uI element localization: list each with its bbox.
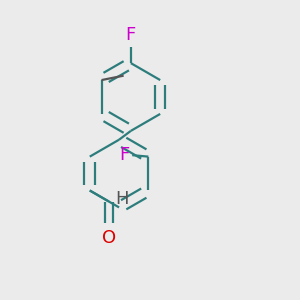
Text: O: O: [102, 229, 116, 247]
Text: F: F: [126, 26, 136, 44]
Text: H: H: [116, 190, 129, 208]
Text: F: F: [119, 146, 129, 164]
